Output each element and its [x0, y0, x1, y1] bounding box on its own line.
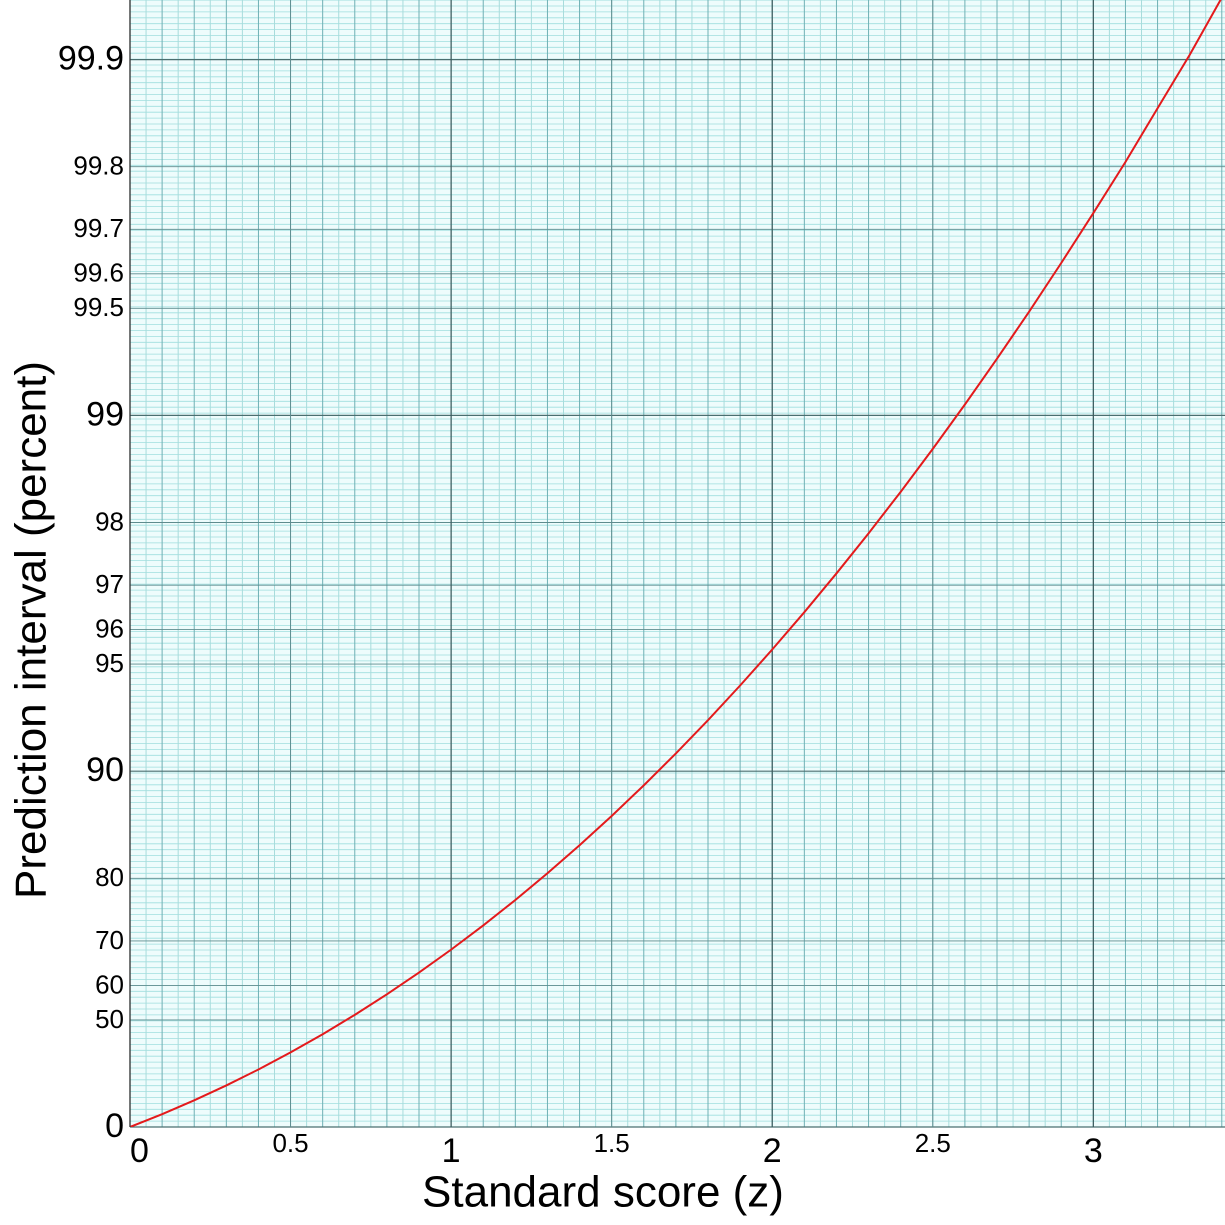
data-line	[130, 0, 1222, 1127]
y-tick-label: 70	[95, 925, 124, 955]
x-tick-label: 0	[130, 1132, 149, 1170]
y-tick-label: 95	[95, 648, 124, 678]
plot-background	[130, 0, 1225, 1127]
y-tick-label: 98	[95, 506, 124, 536]
y-axis-label: Prediction interval (percent)	[7, 361, 56, 899]
y-tick-label: 60	[95, 969, 124, 999]
minor-grid	[129, 0, 1225, 1128]
x-tick-label: 3	[1084, 1132, 1103, 1170]
y-tick-label: 90	[86, 751, 124, 789]
y-tick-label: 80	[95, 862, 124, 892]
plot-area	[130, 0, 1222, 1127]
y-tick-label: 99.7	[73, 213, 124, 243]
x-tick-label: 1.5	[594, 1128, 630, 1158]
y-tick-label: 99.6	[73, 258, 124, 288]
x-tick-label: 2	[763, 1132, 782, 1170]
y-tick-label: 99.8	[73, 151, 124, 181]
y-tick-label: 97	[95, 569, 124, 599]
y-tick-label: 50	[95, 1004, 124, 1034]
y-tick-label: 0	[105, 1107, 124, 1145]
x-tick-label: 1	[442, 1132, 461, 1170]
y-tick-label: 99	[86, 395, 124, 433]
x-axis-label: Standard score (z)	[422, 1168, 784, 1217]
x-tick-label: 2.5	[915, 1128, 951, 1158]
y-tick-label: 99.9	[58, 40, 124, 78]
y-tick-label: 96	[95, 613, 124, 643]
x-tick-label: 0.5	[272, 1128, 308, 1158]
y-tick-label: 99.5	[73, 292, 124, 322]
